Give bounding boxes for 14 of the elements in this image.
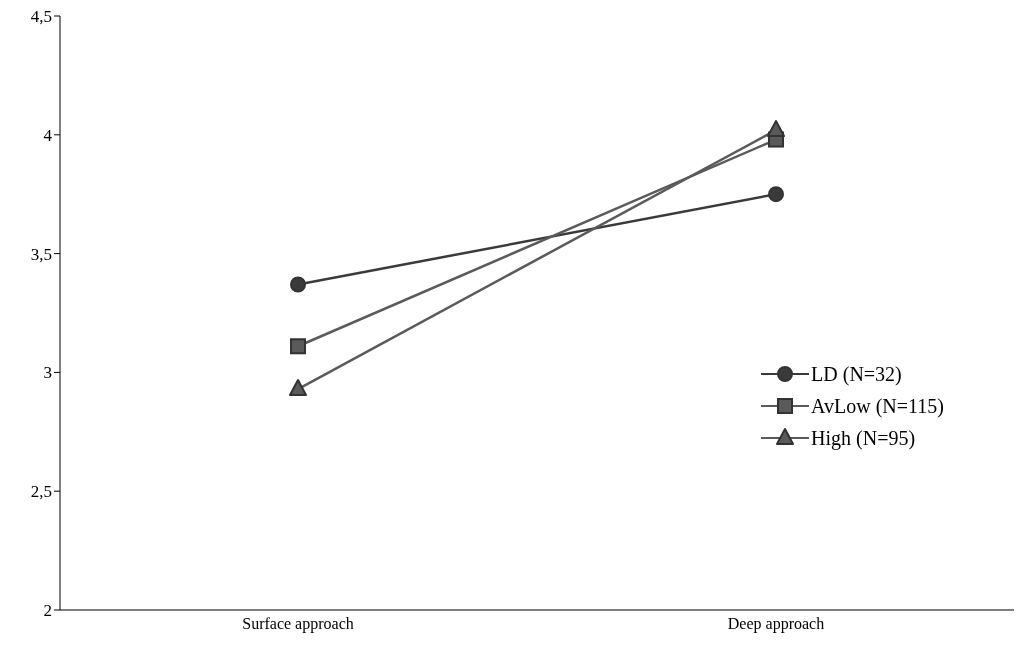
legend-label: AvLow (N=115): [811, 394, 944, 418]
legend-label: High (N=95): [811, 426, 916, 450]
y-tick-label: 3,5: [30, 244, 52, 264]
y-tick-label: 3: [43, 363, 52, 383]
x-tick-label: Surface approach: [242, 615, 354, 634]
point: [290, 276, 306, 293]
y-tick-label: 4: [43, 125, 53, 145]
legend-label: LD (N=32): [811, 362, 902, 386]
x-tick-label: Deep approach: [727, 615, 825, 634]
point: [290, 338, 306, 355]
y-tick-label: 2,5: [30, 482, 52, 502]
y-tick-label: 4,5: [30, 7, 52, 27]
y-tick-label: 2: [43, 601, 52, 621]
point: [768, 186, 784, 203]
